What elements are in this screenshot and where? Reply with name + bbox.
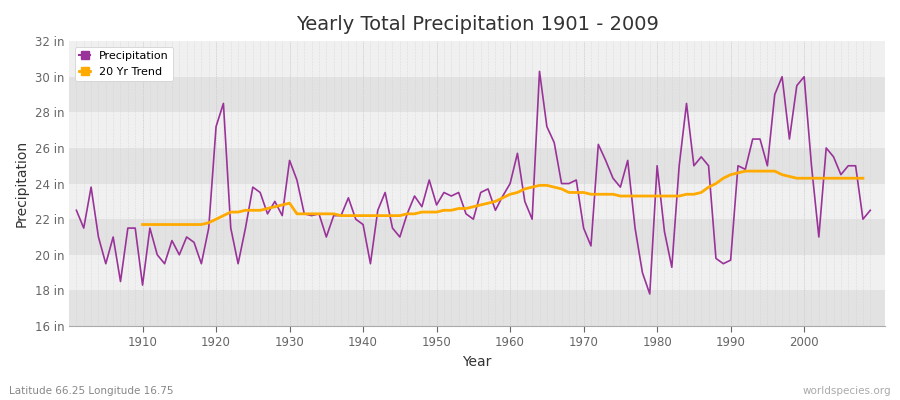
Text: worldspecies.org: worldspecies.org	[803, 386, 891, 396]
Bar	[69, 148, 885, 184]
Bar	[69, 77, 885, 112]
X-axis label: Year: Year	[463, 355, 491, 369]
Bar	[69, 255, 885, 290]
Text: Latitude 66.25 Longitude 16.75: Latitude 66.25 Longitude 16.75	[9, 386, 174, 396]
Title: Yearly Total Precipitation 1901 - 2009: Yearly Total Precipitation 1901 - 2009	[295, 15, 659, 34]
Bar	[69, 41, 885, 77]
Bar	[69, 219, 885, 255]
Bar	[69, 112, 885, 148]
Bar	[69, 184, 885, 219]
Legend: Precipitation, 20 Yr Trend: Precipitation, 20 Yr Trend	[75, 47, 173, 81]
Y-axis label: Precipitation: Precipitation	[15, 140, 29, 227]
Bar	[69, 290, 885, 326]
